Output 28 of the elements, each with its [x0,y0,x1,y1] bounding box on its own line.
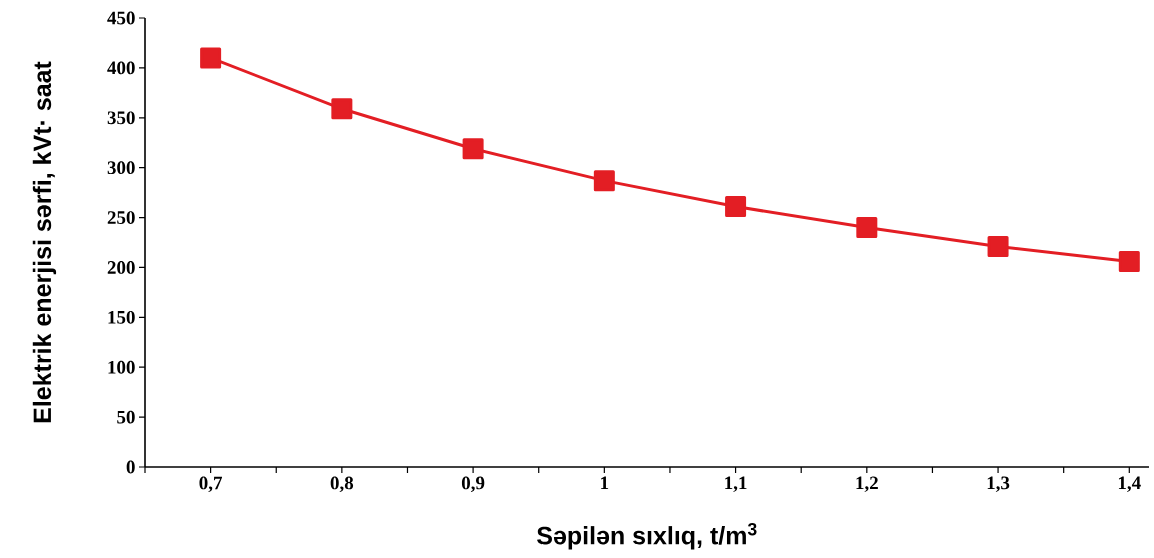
y-tick-label: 0 [126,460,135,474]
point [462,138,484,160]
point [593,170,615,192]
x-tick-label: 1,2 [856,476,878,493]
x-tick-label: 1,3 [987,476,1010,493]
x-tick-label: 1,4 [1118,476,1141,493]
point [725,196,747,218]
y-tick-label: 400 [107,61,135,75]
y-tick-label: 200 [107,261,135,274]
x-tick-label: 0,8 [330,476,354,493]
point [1118,250,1140,272]
point [331,98,353,120]
y-tick-label: 250 [107,211,135,224]
x-tick-label: 0,9 [461,476,485,493]
y-tick-label: 50 [117,410,135,424]
x-tick-label: 0,7 [199,476,223,493]
x-tick-label: 1,1 [725,476,747,493]
y-tick-label: 450 [107,11,135,25]
y-tick-label: 300 [107,161,135,175]
point [856,217,878,239]
point [200,47,222,69]
x-tick-label: 1 [601,476,609,490]
point [987,235,1009,257]
x-axis-title: Səpilən sıxlıq, t/m$^{3}$ [537,522,757,550]
y-axis-title: Elektrik enerjisi sərfi, kVt· saat [32,61,57,423]
y-tick-label: 100 [108,360,135,374]
y-tick-label: 350 [107,111,135,125]
y-tick-label: 150 [108,310,135,324]
